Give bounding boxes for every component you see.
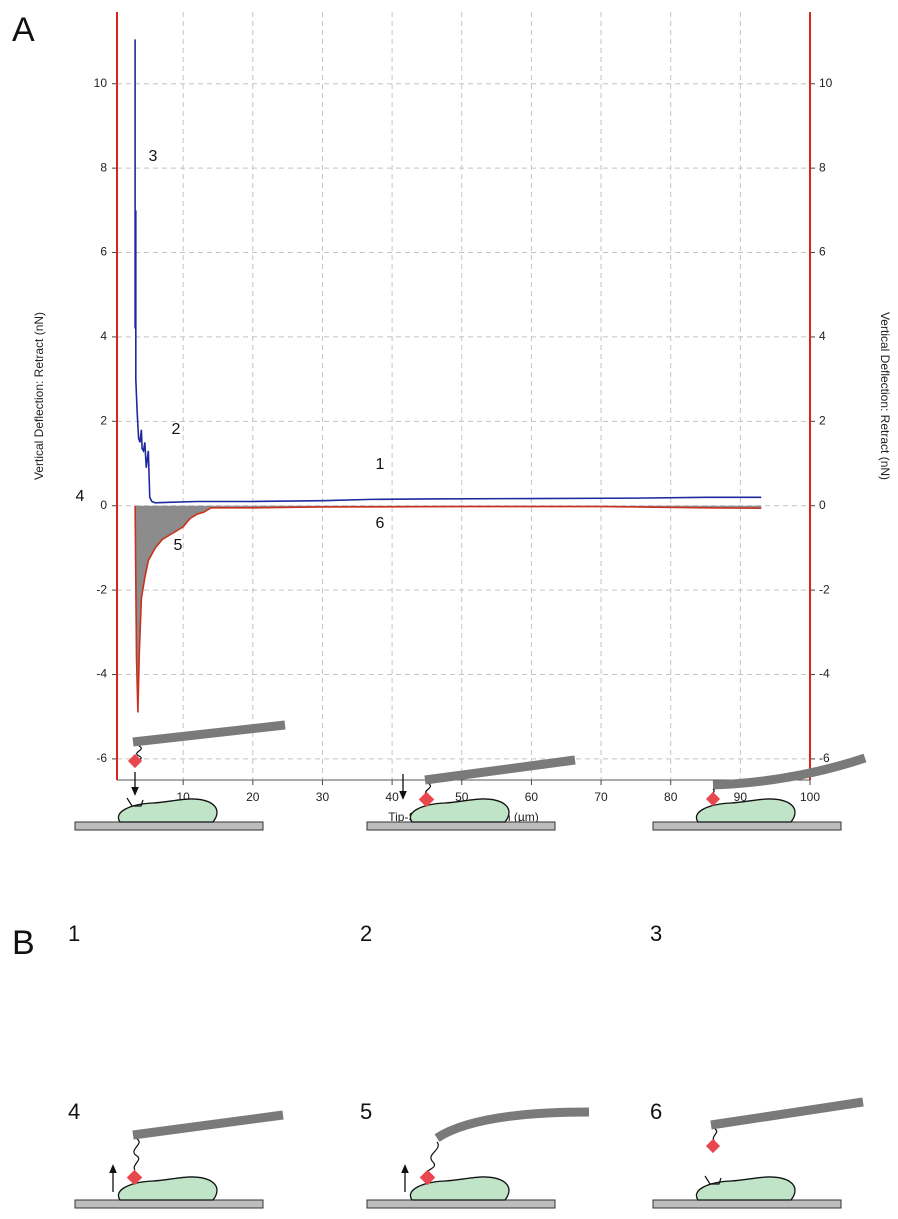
step-diagram (74, 720, 286, 831)
panel-label: A (12, 11, 35, 49)
y2-tick-label: -2 (819, 582, 830, 596)
x-tick-label: 60 (525, 790, 539, 804)
panel-label: B (12, 924, 35, 962)
y-tick-label: 10 (94, 76, 108, 90)
x-tick-label: 20 (246, 790, 260, 804)
annotation: 2 (172, 421, 181, 438)
y2-tick-label: 10 (819, 76, 833, 90)
y2-tick-label: -4 (819, 667, 830, 681)
step-number: 1 (68, 921, 80, 946)
step-diagram (652, 1097, 864, 1209)
y-tick-label: 0 (100, 498, 107, 512)
area (135, 505, 762, 713)
y2-tick-label: 2 (819, 413, 826, 427)
step-number: 2 (360, 921, 372, 946)
chart: 10 20 30 40 50 60 70 80 90 100-6-4-20246810-6-4-2… (32, 12, 892, 824)
x-tick-label: 90 (734, 790, 748, 804)
y-tick-label: -6 (96, 751, 107, 765)
x-tick-label: 100 (800, 790, 820, 804)
x-tick-label: 80 (664, 790, 678, 804)
y2-tick-label: 8 (819, 160, 826, 174)
annotation: 3 (149, 148, 158, 165)
y2-tick-label: -6 (819, 751, 830, 765)
x-tick-label: 40 (385, 790, 399, 804)
x-tick-label: 30 (316, 790, 330, 804)
y-tick-label: 4 (100, 329, 107, 343)
y2-tick-label: 4 (819, 329, 826, 343)
line (134, 39, 762, 504)
y-tick-label: 2 (100, 413, 107, 427)
y-tick-label: -4 (96, 667, 107, 681)
x-tick-label: 70 (594, 790, 608, 804)
step-diagram (652, 753, 867, 831)
step-number: 3 (650, 921, 662, 946)
annotation: 5 (174, 537, 183, 554)
line (134, 505, 762, 713)
step-diagram (366, 1107, 590, 1209)
step-diagram (74, 1110, 284, 1209)
y2-axis-label: Vertical Deflection: Retract (nN) (878, 312, 892, 480)
annotation: 4 (76, 488, 85, 505)
step-number: 6 (650, 1099, 662, 1124)
y2-tick-label: 6 (819, 245, 826, 259)
y-tick-label: -2 (96, 582, 107, 596)
annotation: 6 (376, 515, 385, 532)
y-axis-label: Vertical Deflection: Retract (nN) (32, 312, 46, 480)
annotation: 1 (376, 456, 385, 473)
y-tick-label: 8 (100, 160, 107, 174)
y2-tick-label: 0 (819, 498, 826, 512)
step-number: 4 (68, 1099, 80, 1124)
y-tick-label: 6 (100, 245, 107, 259)
step-number: 5 (360, 1099, 372, 1124)
